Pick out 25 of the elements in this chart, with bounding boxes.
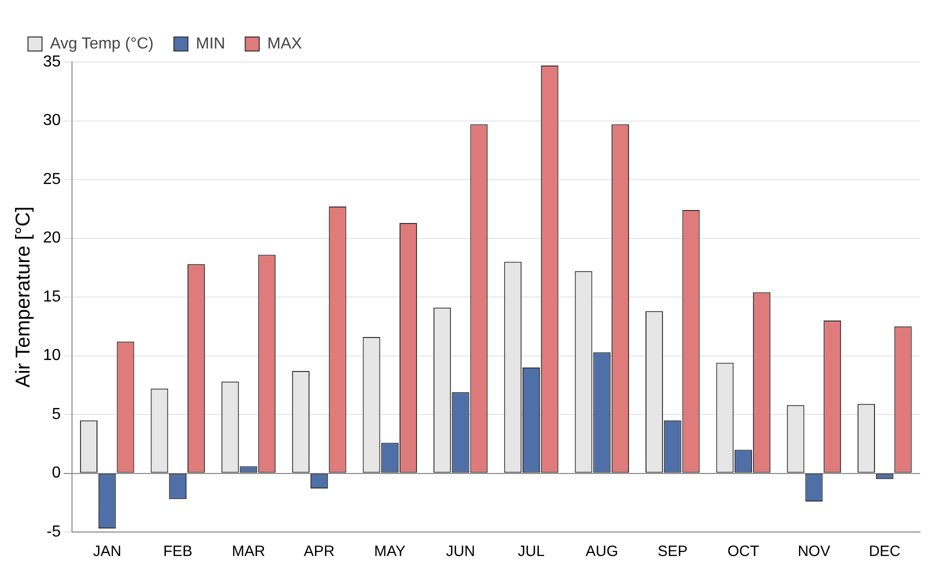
x-tick-label: FEB [163,543,192,560]
x-tick-label: APR [304,543,335,560]
x-tick-label: JUN [446,543,476,560]
x-tick-label: OCT [727,543,760,560]
x-tick-label: SEP [658,543,688,560]
y-tick-label: 0 [52,464,61,482]
y-tick-label: 10 [43,347,61,364]
x-tick-label: AUG [586,543,618,560]
y-tick-label: 25 [43,170,61,188]
x-tick-label: JAN [92,543,122,560]
x-tick-label: MAR [232,543,266,560]
legend-label: MIN [196,35,226,52]
y-tick-label: 35 [43,53,61,70]
y-tick-label: 15 [43,288,61,306]
x-tick-label: MAY [374,543,406,560]
y-axis-title: Air Temperature [°C] [12,206,35,388]
x-tick-label: JUL [518,543,545,560]
y-tick-label: 30 [43,112,61,130]
legend-label: Avg Temp (°C) [50,35,154,52]
y-tick-label: -5 [46,523,61,540]
y-tick-label: 5 [52,406,61,423]
x-tick-label: DEC [868,543,901,560]
legend-label: MAX [267,35,302,52]
y-tick-label: 20 [43,230,61,247]
x-tick-label: NOV [798,543,830,560]
